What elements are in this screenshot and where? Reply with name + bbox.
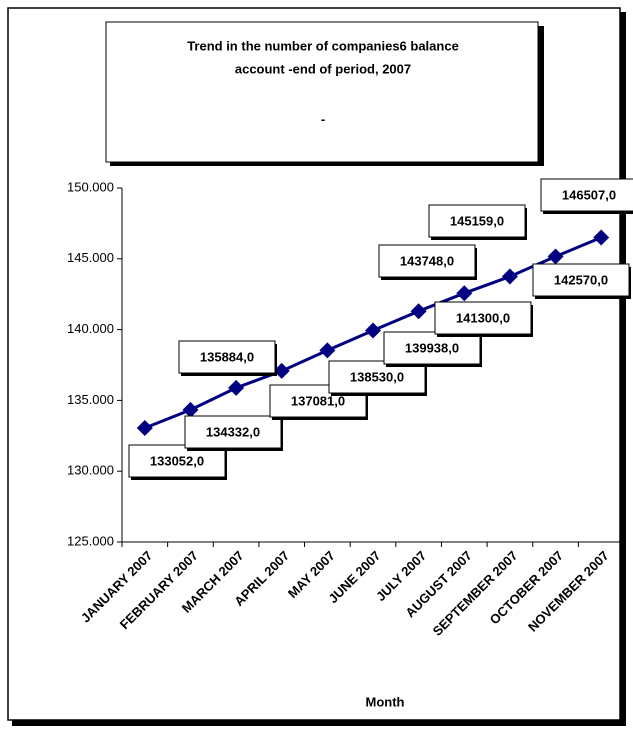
marker xyxy=(228,379,245,396)
data-label: 137081,0 xyxy=(291,393,345,408)
marker xyxy=(319,342,336,359)
chart-title: account -end of period, 2007 xyxy=(235,61,411,76)
data-label: 139938,0 xyxy=(405,340,459,355)
y-tick-label: 140.000 xyxy=(67,321,114,336)
marker xyxy=(365,322,381,339)
data-label: 138530,0 xyxy=(350,369,404,384)
data-label: 134332,0 xyxy=(206,424,260,439)
label-box xyxy=(540,178,633,212)
marker xyxy=(456,285,473,302)
y-tick-label: 135.000 xyxy=(67,392,114,407)
marker xyxy=(501,268,518,285)
data-label: 135884,0 xyxy=(200,349,254,364)
marker xyxy=(136,419,153,436)
x-axis-title: Month xyxy=(366,694,405,709)
data-label: 141300,0 xyxy=(456,310,510,325)
data-label: 145159,0 xyxy=(450,213,504,228)
marker xyxy=(273,362,290,379)
y-tick-label: 150.000 xyxy=(67,179,114,194)
marker xyxy=(593,229,610,246)
label-box xyxy=(378,244,476,278)
label-box xyxy=(434,301,532,335)
data-label: 142570,0 xyxy=(554,272,608,287)
title-box xyxy=(105,21,539,163)
subtitle: - xyxy=(321,111,325,126)
marker xyxy=(410,303,427,320)
marker xyxy=(182,401,199,418)
label-box xyxy=(178,340,276,374)
chart-title: Trend in the number of companies6 balanc… xyxy=(187,38,459,53)
y-tick-label: 145.000 xyxy=(67,250,114,265)
data-label: 146507,0 xyxy=(562,187,616,202)
label-box xyxy=(184,415,282,449)
y-tick-label: 125.000 xyxy=(67,533,114,548)
label-box xyxy=(428,204,526,238)
label-box xyxy=(383,331,481,365)
data-label: 133052,0 xyxy=(150,453,204,468)
marker xyxy=(547,248,564,265)
label-box xyxy=(532,263,630,297)
data-label: 143748,0 xyxy=(400,253,454,268)
y-tick-label: 130.000 xyxy=(67,463,114,478)
